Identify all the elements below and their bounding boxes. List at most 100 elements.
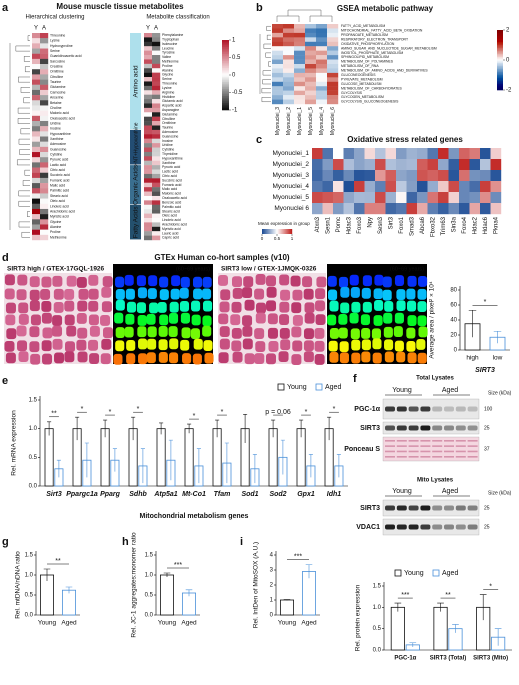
fiber <box>41 340 52 352</box>
colorbar-cell <box>222 78 229 81</box>
heatmap-cell <box>144 85 153 91</box>
heatmap-cell <box>272 50 284 56</box>
colorbar-cell <box>497 43 503 46</box>
metabolite-name: Citric acid <box>50 168 65 172</box>
band <box>396 406 407 412</box>
colorbar-cell <box>222 69 229 72</box>
heatmap-cell <box>427 192 439 204</box>
heatmap-cell <box>316 41 328 47</box>
x-tick-label: Idh1 <box>327 491 341 498</box>
row-label: VDAC1 <box>356 524 380 531</box>
colorbar-cell <box>222 89 229 92</box>
fiber <box>148 275 158 287</box>
heatmap-cell <box>152 182 161 188</box>
heatmap-cell <box>406 192 418 204</box>
heatmap-cell <box>40 183 49 189</box>
heatmap-cell <box>490 170 502 182</box>
metabolite-name: Hypoxanthine <box>162 156 183 160</box>
fiber <box>101 286 112 298</box>
heatmap-cell <box>40 193 49 199</box>
heatmap-cell <box>364 159 376 171</box>
colorbar-cell <box>283 229 285 234</box>
heatmap-cell <box>448 181 460 193</box>
fiber <box>16 325 27 337</box>
heatmap-cell <box>144 160 153 166</box>
fiber <box>292 315 303 326</box>
band <box>444 456 454 458</box>
heatmap-cell <box>375 203 386 215</box>
panel-label: a <box>2 2 9 14</box>
heatmap-cell <box>144 235 153 241</box>
pathway-name: GLYCOGEN_METABOLISM <box>341 95 384 99</box>
fiber <box>382 289 392 301</box>
metabolite-name: Glutamine <box>162 112 178 116</box>
bar <box>156 428 166 487</box>
heatmap-cell <box>152 160 161 166</box>
metabolite-name: Malonic acid <box>162 192 181 196</box>
pathway-name: PYRUVATE_METABOLISM <box>341 77 383 81</box>
band <box>467 406 478 412</box>
fiber <box>218 352 229 364</box>
metabolite-name: Xanthine <box>162 161 175 165</box>
fiber <box>266 275 277 287</box>
metabolite-name: Fumaric acid <box>50 178 70 182</box>
x-tick-label: SIRT3 (Total) <box>430 656 467 662</box>
heatmap-cell <box>32 162 41 168</box>
heatmap-cell <box>152 116 161 122</box>
band <box>420 445 431 447</box>
fiber <box>157 301 167 313</box>
fiber <box>291 302 302 314</box>
heatmap-cell <box>32 84 41 91</box>
significance: * <box>137 406 140 413</box>
fiber <box>158 351 168 363</box>
band <box>396 425 407 431</box>
fiber <box>29 300 40 312</box>
heatmap-cell <box>294 72 306 78</box>
fiber <box>242 315 253 327</box>
row-label: SIRT3 <box>360 505 380 512</box>
heatmap-cell <box>144 103 153 109</box>
caption: (60~69 years) <box>176 266 210 272</box>
heatmap-cell <box>417 159 428 171</box>
heatmap-cell <box>32 120 41 127</box>
colorbar-cell <box>222 40 229 43</box>
heatmap-cell <box>417 170 428 182</box>
colorbar-cell <box>222 94 229 97</box>
row-label: Myonuclei_2 <box>273 161 310 168</box>
heatmap-cell <box>316 99 328 105</box>
metabolite-name: Glycine <box>162 73 173 77</box>
fiber <box>53 302 64 313</box>
colorbar-label: 1 <box>232 38 236 44</box>
fiber <box>42 353 53 365</box>
heatmap-cell <box>490 192 502 204</box>
heatmap-cell <box>490 159 502 171</box>
colorbar-cell <box>222 64 229 67</box>
fiber <box>314 340 325 352</box>
band <box>432 406 443 412</box>
y-axis-label: Average area / pixel² × 10⁴ <box>429 281 436 358</box>
band <box>432 505 443 511</box>
pathway-name: PROPANOATE_METABOLISM <box>341 33 388 37</box>
heatmap-cell <box>417 148 428 160</box>
significance: * <box>221 409 224 416</box>
heatmap-cell <box>316 95 328 100</box>
colorbar-cell <box>497 72 503 74</box>
metabolite-name: Hydroxyproline <box>50 44 73 48</box>
heatmap-cell <box>272 77 284 82</box>
gene-label: Hdac3 <box>346 216 352 234</box>
heatmap-cell <box>312 170 323 182</box>
y-tick-label: 1 <box>270 598 274 604</box>
colorbar-cell <box>497 37 503 40</box>
colorbar-cell <box>222 50 229 53</box>
colorbar-cell <box>287 229 289 234</box>
significance: *** <box>174 562 182 569</box>
heatmap-cell <box>294 55 306 60</box>
fiber <box>146 352 156 364</box>
heatmap-cell <box>32 183 41 189</box>
fiber <box>204 352 214 364</box>
heatmap-cell <box>327 55 339 60</box>
heatmap-cell <box>459 170 470 182</box>
colorbar-cell <box>222 80 229 83</box>
group-label: Aged <box>442 488 458 495</box>
heatmap-cell <box>490 181 502 193</box>
